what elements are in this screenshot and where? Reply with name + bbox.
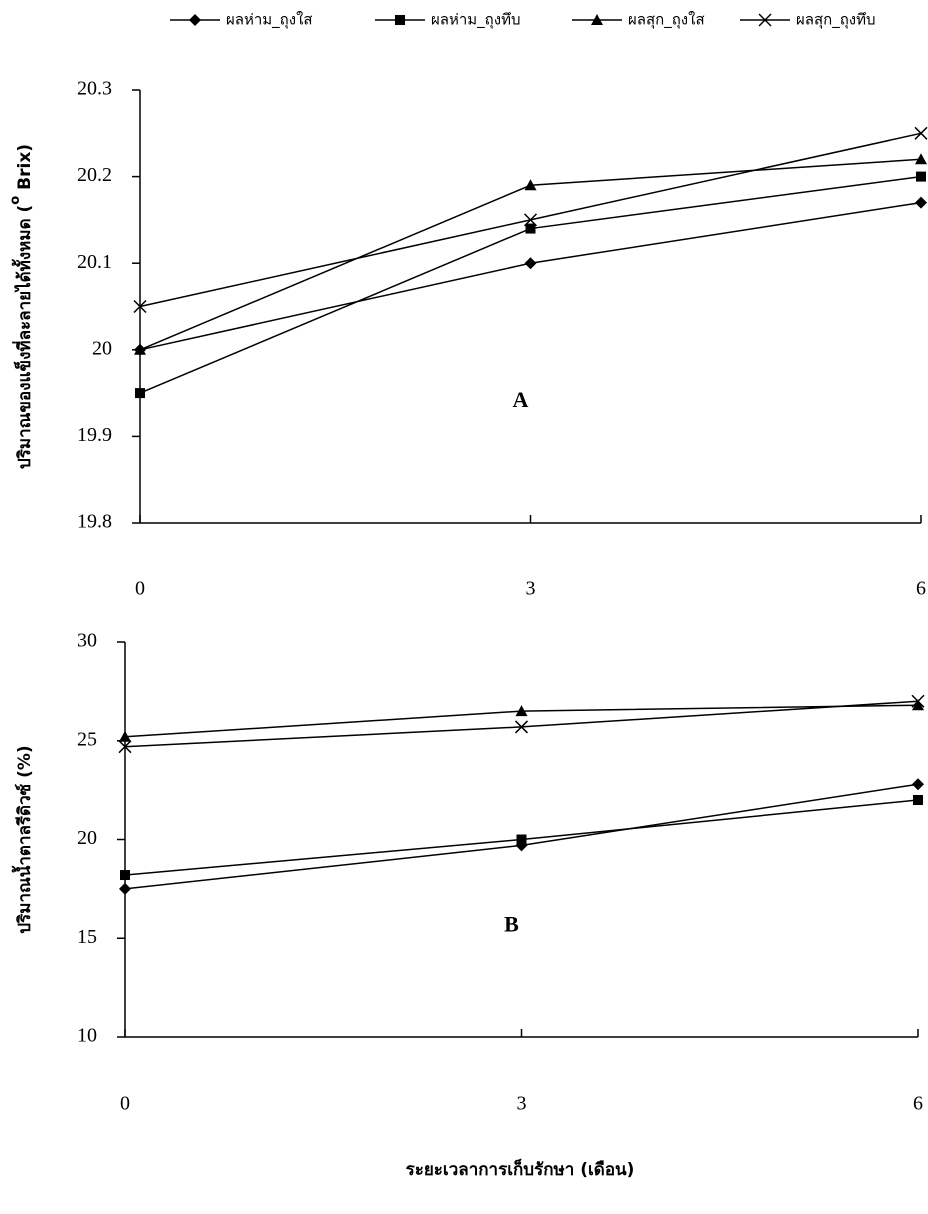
x-tick-label: 0 (120, 1093, 130, 1115)
marker (915, 197, 927, 209)
legend-label: ผลสุก_ถุงใส (628, 11, 705, 30)
panel-label: A (513, 387, 529, 412)
series-line (140, 177, 921, 394)
y-tick-label: 20 (92, 337, 112, 359)
y-axis-label-sup: o (8, 196, 23, 205)
marker (119, 883, 131, 895)
x-tick-label: 0 (135, 578, 145, 600)
marker (526, 224, 536, 234)
y-tick-label: 10 (77, 1025, 97, 1047)
y-tick-label: 19.8 (77, 511, 112, 533)
y-axis-label-text: ปริมาณของแข็งที่ละลายได้ทั้งหมด ( (11, 205, 35, 469)
x-tick-label: 3 (526, 578, 536, 600)
y-axis-label-text: ปริมาณน้ำตาลรีดิวซ์ (%) (11, 745, 35, 933)
y-tick-label: 20 (77, 827, 97, 849)
y-axis-label: ปริมาณของแข็งที่ละลายได้ทั้งหมด (o Brix) (8, 144, 36, 469)
y-tick-label: 20.1 (77, 251, 112, 273)
y-axis-label-unit: Brix) (15, 144, 35, 196)
legend-label: ผลห่าม_ถุงทึบ (431, 11, 521, 30)
figure: ผลห่าม_ถุงใส ผลห่าม_ถุงทึบ ผลสุก_ถุงใส ผลสุ… (0, 0, 928, 1209)
marker (189, 14, 201, 26)
x-axis-label: ระยะเวลาการเก็บรักษา (เดือน) (406, 1157, 635, 1180)
legend-label: ผลห่าม_ถุงใส (226, 11, 313, 30)
marker (915, 127, 927, 139)
y-tick-label: 20.3 (77, 78, 112, 100)
x-tick-label: 6 (913, 1093, 923, 1115)
x-tick-label: 6 (916, 578, 926, 600)
marker (120, 870, 130, 880)
legend-label: ผลสุก_ถุงทึบ (796, 11, 876, 30)
marker (517, 835, 527, 845)
marker (913, 795, 923, 805)
marker (525, 257, 537, 269)
y-tick-label: 30 (77, 630, 97, 652)
marker (915, 153, 927, 164)
marker (135, 388, 145, 398)
y-tick-label: 25 (77, 728, 97, 750)
x-tick-label: 3 (517, 1093, 527, 1115)
marker (395, 15, 405, 25)
y-tick-label: 19.9 (77, 424, 112, 446)
y-tick-label: 15 (77, 926, 97, 948)
marker (916, 172, 926, 182)
y-tick-label: 20.2 (77, 164, 112, 186)
y-axis-label: ปริมาณน้ำตาลรีดิวซ์ (%) (11, 745, 35, 933)
marker (912, 778, 924, 790)
panel-label: B (504, 911, 519, 936)
